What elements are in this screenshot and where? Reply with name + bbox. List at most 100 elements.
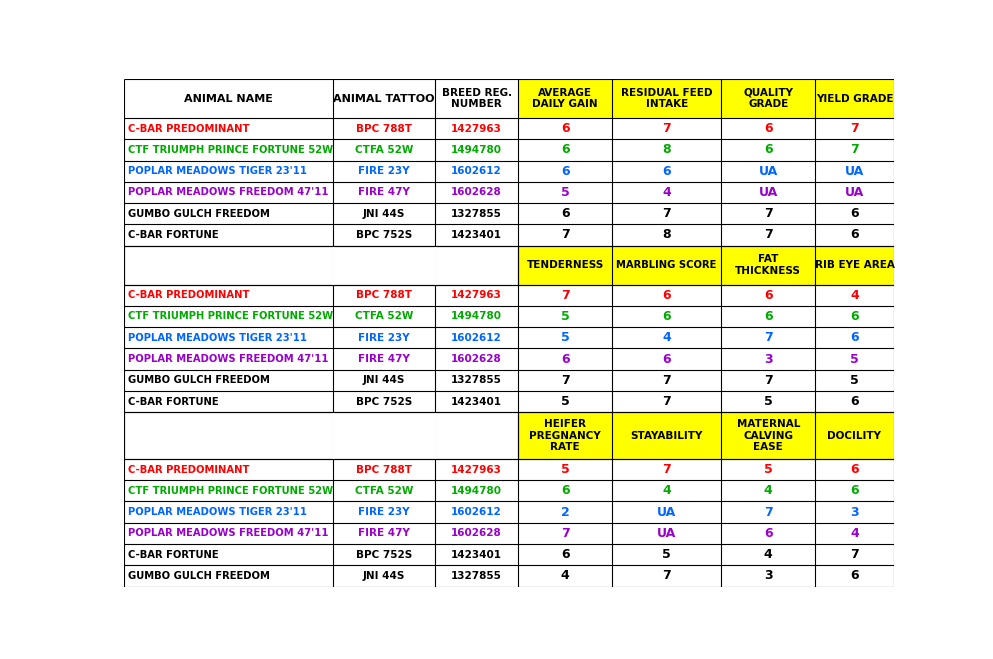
Text: UA: UA <box>657 527 676 540</box>
Text: JNI 44S: JNI 44S <box>363 571 405 581</box>
Text: 6: 6 <box>850 395 859 408</box>
Bar <box>612 246 721 285</box>
Text: CTFA 52W: CTFA 52W <box>355 486 413 496</box>
Text: HEIFER
PREGNANCY
RATE: HEIFER PREGNANCY RATE <box>529 419 601 452</box>
Text: 7: 7 <box>850 122 859 135</box>
Text: 6: 6 <box>850 207 859 220</box>
Text: 4: 4 <box>662 186 671 199</box>
Text: 6: 6 <box>850 484 859 498</box>
Text: 7: 7 <box>561 289 569 302</box>
Text: GUMBO GULCH FREEDOM: GUMBO GULCH FREEDOM <box>128 571 270 581</box>
Text: BPC 752S: BPC 752S <box>356 397 412 407</box>
Text: ANIMAL TATTOO: ANIMAL TATTOO <box>334 94 435 103</box>
Text: C-BAR FORTUNE: C-BAR FORTUNE <box>128 230 218 240</box>
Text: UA: UA <box>845 165 864 178</box>
Text: 2: 2 <box>561 505 569 519</box>
Text: CTF TRIUMPH PRINCE FORTUNE 52W: CTF TRIUMPH PRINCE FORTUNE 52W <box>128 486 333 496</box>
Text: BPC 788T: BPC 788T <box>356 124 412 134</box>
Bar <box>612 412 721 459</box>
Text: CTFA 52W: CTFA 52W <box>355 312 413 322</box>
Bar <box>815 79 894 118</box>
Text: 6: 6 <box>561 484 569 498</box>
Bar <box>721 246 815 285</box>
Bar <box>721 79 815 118</box>
Text: 5: 5 <box>764 395 773 408</box>
Bar <box>815 412 894 459</box>
Text: 6: 6 <box>561 353 569 366</box>
Text: 8: 8 <box>662 229 671 241</box>
Text: FIRE 47Y: FIRE 47Y <box>358 529 410 538</box>
Text: 1494780: 1494780 <box>451 145 502 155</box>
Text: AVERAGE
DAILY GAIN: AVERAGE DAILY GAIN <box>532 88 598 109</box>
Text: JNI 44S: JNI 44S <box>363 209 405 219</box>
Text: C-BAR FORTUNE: C-BAR FORTUNE <box>128 397 218 407</box>
Text: 1427963: 1427963 <box>451 465 502 474</box>
Text: POPLAR MEADOWS TIGER 23'11: POPLAR MEADOWS TIGER 23'11 <box>128 166 307 176</box>
Text: 4: 4 <box>662 484 671 498</box>
Text: 6: 6 <box>850 310 859 323</box>
Text: TENDERNESS: TENDERNESS <box>526 260 604 270</box>
Text: 6: 6 <box>850 569 859 583</box>
Bar <box>518 412 612 459</box>
Text: FIRE 23Y: FIRE 23Y <box>358 333 410 343</box>
Text: 3: 3 <box>764 569 773 583</box>
Text: 5: 5 <box>561 186 569 199</box>
Text: 1327855: 1327855 <box>451 209 502 219</box>
Text: 7: 7 <box>764 505 773 519</box>
Text: FIRE 47Y: FIRE 47Y <box>358 187 410 198</box>
Text: 7: 7 <box>764 331 773 344</box>
Text: FIRE 23Y: FIRE 23Y <box>358 166 410 176</box>
Text: POPLAR MEADOWS FREEDOM 47'11: POPLAR MEADOWS FREEDOM 47'11 <box>128 354 329 364</box>
Text: 1494780: 1494780 <box>451 486 502 496</box>
Text: BPC 752S: BPC 752S <box>356 230 412 240</box>
Text: 6: 6 <box>850 229 859 241</box>
Text: POPLAR MEADOWS TIGER 23'11: POPLAR MEADOWS TIGER 23'11 <box>128 507 307 517</box>
Text: FIRE 47Y: FIRE 47Y <box>358 354 410 364</box>
Text: 1327855: 1327855 <box>451 375 502 386</box>
Text: UA: UA <box>759 165 778 178</box>
Text: FAT
THICKNESS: FAT THICKNESS <box>736 254 801 276</box>
Text: STAYABILITY: STAYABILITY <box>631 430 703 441</box>
Text: 4: 4 <box>561 569 569 583</box>
Text: 6: 6 <box>561 207 569 220</box>
Text: UA: UA <box>657 505 676 519</box>
Text: CTFA 52W: CTFA 52W <box>355 145 413 155</box>
Text: 4: 4 <box>764 548 773 561</box>
Text: 6: 6 <box>764 122 773 135</box>
Text: 4: 4 <box>662 331 671 344</box>
Text: 7: 7 <box>662 463 671 476</box>
Bar <box>612 79 721 118</box>
Text: 1494780: 1494780 <box>451 312 502 322</box>
Text: 1602612: 1602612 <box>451 507 502 517</box>
Text: BREED REG.
NUMBER: BREED REG. NUMBER <box>442 88 511 109</box>
Text: 6: 6 <box>764 289 773 302</box>
Text: 5: 5 <box>561 463 569 476</box>
Text: POPLAR MEADOWS TIGER 23'11: POPLAR MEADOWS TIGER 23'11 <box>128 333 307 343</box>
Text: 1327855: 1327855 <box>451 571 502 581</box>
Text: 6: 6 <box>561 548 569 561</box>
Text: MARBLING SCORE: MARBLING SCORE <box>617 260 717 270</box>
Text: POPLAR MEADOWS FREEDOM 47'11: POPLAR MEADOWS FREEDOM 47'11 <box>128 529 329 538</box>
Text: GUMBO GULCH FREEDOM: GUMBO GULCH FREEDOM <box>128 209 270 219</box>
Text: CTF TRIUMPH PRINCE FORTUNE 52W: CTF TRIUMPH PRINCE FORTUNE 52W <box>128 312 333 322</box>
Text: 7: 7 <box>561 527 569 540</box>
Text: 5: 5 <box>561 310 569 323</box>
Text: UA: UA <box>845 186 864 199</box>
Text: 7: 7 <box>662 395 671 408</box>
Text: JNI 44S: JNI 44S <box>363 375 405 386</box>
Text: 4: 4 <box>850 527 859 540</box>
Text: 6: 6 <box>764 144 773 156</box>
Text: 7: 7 <box>561 229 569 241</box>
Text: FIRE 23Y: FIRE 23Y <box>358 507 410 517</box>
Text: 7: 7 <box>764 229 773 241</box>
Text: POPLAR MEADOWS FREEDOM 47'11: POPLAR MEADOWS FREEDOM 47'11 <box>128 187 329 198</box>
Text: 1602628: 1602628 <box>451 354 502 364</box>
Text: 6: 6 <box>561 122 569 135</box>
Text: 8: 8 <box>662 144 671 156</box>
Text: GUMBO GULCH FREEDOM: GUMBO GULCH FREEDOM <box>128 375 270 386</box>
Text: QUALITY
GRADE: QUALITY GRADE <box>743 88 793 109</box>
Text: 1602612: 1602612 <box>451 333 502 343</box>
Bar <box>721 412 815 459</box>
Bar <box>518 246 612 285</box>
Text: 7: 7 <box>662 569 671 583</box>
